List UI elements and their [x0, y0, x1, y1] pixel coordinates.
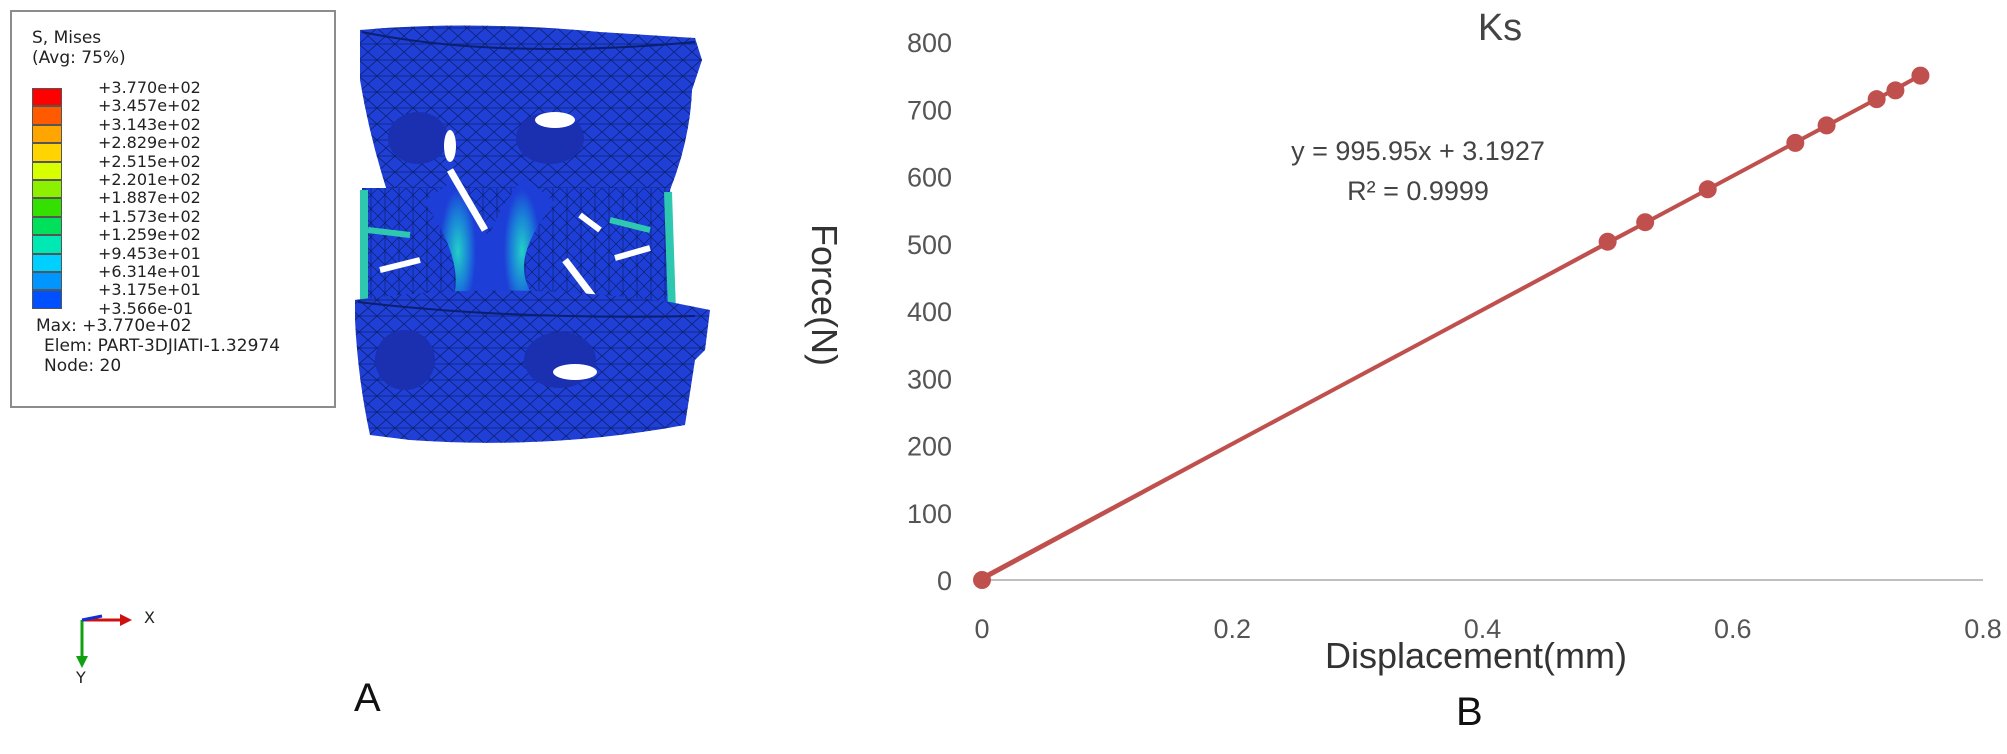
- stress-legend: S, Mises (Avg: 75%) +3.770e+02 +3.457e+02…: [10, 10, 336, 408]
- y-tick-label: 100: [907, 499, 952, 529]
- axis-triad: [76, 614, 132, 668]
- legend-value: +3.770e+02: [98, 78, 201, 97]
- fe-model-render: [355, 25, 710, 443]
- data-point: [1598, 232, 1617, 251]
- legend-swatch: [32, 235, 62, 254]
- legend-max: Max: +3.770e+02: [36, 316, 192, 336]
- legend-swatch: [32, 180, 62, 199]
- legend-swatch: [32, 253, 62, 272]
- triad-x-label: X: [144, 608, 155, 627]
- legend-node: Node: 20: [44, 356, 122, 376]
- legend-value: +3.175e+01: [98, 280, 201, 300]
- data-point: [1867, 90, 1886, 109]
- y-tick-label: 800: [907, 28, 952, 58]
- legend-title: S, Mises: [32, 28, 102, 48]
- legend-swatch: [32, 198, 62, 217]
- data-point: [1786, 133, 1805, 152]
- chart-title: Ks: [1478, 7, 1522, 49]
- data-point: [1636, 213, 1655, 232]
- y-tick-label: 600: [907, 163, 952, 193]
- data-point: [1698, 180, 1717, 199]
- legend-value: +1.573e+02: [98, 206, 201, 226]
- data-points: [973, 66, 1930, 589]
- legend-swatch: [32, 88, 62, 107]
- legend-value: +2.515e+02: [98, 151, 201, 171]
- legend-value: +9.453e+01: [98, 243, 201, 263]
- triad-y-label: Y: [76, 668, 86, 687]
- x-tick-label: 0.8: [1964, 614, 2002, 644]
- legend-subtitle: (Avg: 75%): [32, 48, 126, 68]
- legend-swatch: [32, 290, 62, 309]
- y-tick-label: 400: [907, 297, 952, 327]
- legend-swatch: [32, 216, 62, 236]
- legend-swatch: [32, 143, 62, 162]
- x-tick-label: 0.6: [1714, 614, 1752, 644]
- y-tick-label: 0: [937, 566, 952, 596]
- panel-a-letter: A: [354, 676, 381, 720]
- y-tick-labels: 0 100 200 300 400 500 600 700 800: [907, 28, 952, 596]
- r-squared: R² = 0.9999: [1347, 176, 1489, 206]
- legend-swatch: [32, 124, 62, 144]
- data-point: [1817, 116, 1836, 135]
- trend-equation: y = 995.95x + 3.1927: [1291, 136, 1545, 166]
- legend-swatch: [32, 106, 62, 125]
- y-tick-label: 200: [907, 432, 952, 462]
- data-point: [973, 571, 991, 589]
- panel-a: S, Mises (Avg: 75%) +3.770e+02 +3.457e+02…: [0, 0, 900, 754]
- legend-swatch: [32, 272, 62, 291]
- panel-b-letter: B: [1456, 690, 1483, 734]
- legend-value: +1.887e+02: [98, 188, 201, 208]
- legend-value: +2.201e+02: [98, 170, 201, 189]
- y-tick-label: 300: [907, 364, 952, 394]
- data-point: [1911, 66, 1930, 85]
- legend-value: +2.829e+02: [98, 133, 201, 153]
- data-point: [1886, 81, 1905, 100]
- x-axis-label: Displacement(mm): [1325, 635, 1627, 676]
- legend-value: +3.143e+02: [98, 114, 201, 134]
- legend-elem: Elem: PART-3DJIATI-1.32974: [44, 336, 281, 356]
- legend-swatch: [32, 161, 62, 180]
- x-tick-labels: 0 0.2 0.4 0.6 0.8: [974, 614, 2001, 644]
- legend-value: +3.566e-01: [98, 298, 194, 318]
- x-tick-label: 0: [974, 614, 989, 644]
- legend-value: +1.259e+02: [98, 225, 201, 245]
- y-tick-label: 700: [907, 95, 952, 125]
- y-tick-label: 500: [907, 230, 952, 260]
- x-tick-label: 0.4: [1464, 614, 1502, 644]
- y-axis-label: Force(N): [804, 224, 845, 366]
- legend-value: +6.314e+01: [98, 262, 201, 281]
- x-tick-label: 0.2: [1213, 614, 1251, 644]
- legend-value: +3.457e+02: [98, 96, 201, 116]
